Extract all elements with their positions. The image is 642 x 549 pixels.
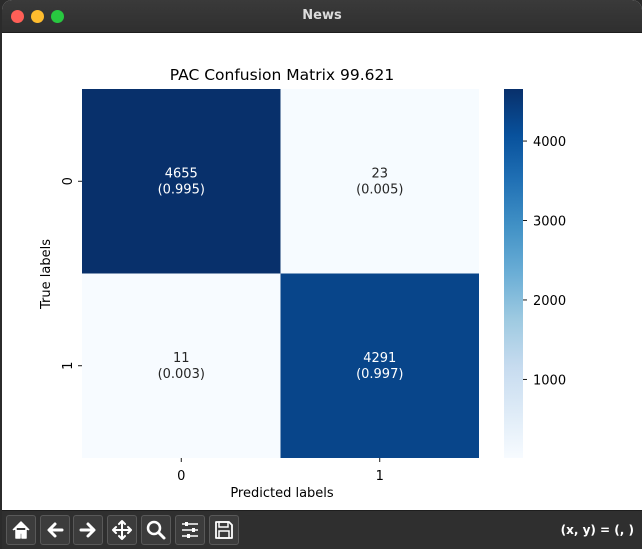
cell-ratio-label: (0.005) bbox=[356, 182, 403, 197]
x-tick-label: 1 bbox=[376, 469, 384, 484]
maximize-window-button[interactable] bbox=[51, 10, 64, 23]
move-icon bbox=[112, 520, 132, 540]
colorbar-ticks: 1000 2000 3000 4000 bbox=[523, 135, 566, 388]
chart-title: PAC Confusion Matrix 99.621 bbox=[170, 66, 394, 84]
arrow-right-icon bbox=[79, 522, 96, 538]
heatmap-axes: 0 1 0 1 bbox=[61, 177, 384, 484]
colorbar-tick-label: 2000 bbox=[533, 294, 566, 309]
x-axis-label: Predicted labels bbox=[230, 486, 334, 501]
heatmap-cells: 4655(0.995) 23(0.005) 11(0.003) 4291(0.997) bbox=[82, 89, 479, 458]
y-tick-label: 1 bbox=[61, 362, 76, 370]
cell-ratio-label: (0.003) bbox=[158, 367, 205, 382]
heatmap-cell-1-0 bbox=[82, 273, 281, 458]
confusion-matrix-chart: PAC Confusion Matrix 99.621 4655(0.995) 2… bbox=[39, 66, 566, 501]
sliders-icon bbox=[182, 522, 198, 538]
coordinate-readout: (x, y) = (, ) bbox=[560, 523, 634, 537]
zoom-button[interactable] bbox=[141, 515, 171, 545]
cell-ratio-label: (0.997) bbox=[356, 367, 403, 382]
arrow-left-icon bbox=[47, 522, 64, 538]
colorbar-tick-label: 4000 bbox=[533, 135, 566, 150]
heatmap-cell-0-0 bbox=[82, 89, 281, 274]
close-window-button[interactable] bbox=[11, 10, 24, 23]
pan-button[interactable] bbox=[107, 515, 137, 545]
cell-count-label: 11 bbox=[173, 351, 190, 366]
heatmap-cell-1-1 bbox=[280, 273, 479, 458]
home-button[interactable] bbox=[6, 515, 36, 545]
navigation-toolbar: (x, y) = (, ) bbox=[2, 510, 642, 549]
back-button[interactable] bbox=[40, 515, 70, 545]
forward-button[interactable] bbox=[73, 515, 103, 545]
save-button[interactable] bbox=[209, 515, 239, 545]
title-bar: News bbox=[2, 0, 642, 33]
cell-count-label: 23 bbox=[371, 166, 388, 181]
cell-ratio-label: (0.995) bbox=[158, 182, 205, 197]
colorbar-tick-label: 3000 bbox=[533, 215, 566, 230]
minimize-window-button[interactable] bbox=[31, 10, 44, 23]
zoom-icon bbox=[146, 520, 166, 540]
configure-subplots-button[interactable] bbox=[175, 515, 205, 545]
figure-canvas[interactable]: PAC Confusion Matrix 99.621 4655 (0.995) 2… bbox=[2, 33, 642, 510]
heatmap-cell-0-1 bbox=[280, 89, 479, 274]
y-axis-label: True labels bbox=[39, 239, 54, 310]
colorbar-tick-label: 1000 bbox=[533, 373, 566, 388]
y-tick-label: 0 bbox=[61, 177, 76, 185]
home-icon bbox=[12, 521, 30, 539]
colorbar bbox=[504, 89, 523, 458]
cell-count-label: 4291 bbox=[363, 351, 396, 366]
x-tick-label: 0 bbox=[177, 469, 185, 484]
window-title: News bbox=[302, 8, 342, 23]
save-icon bbox=[215, 521, 233, 539]
cell-count-label: 4655 bbox=[165, 166, 198, 181]
